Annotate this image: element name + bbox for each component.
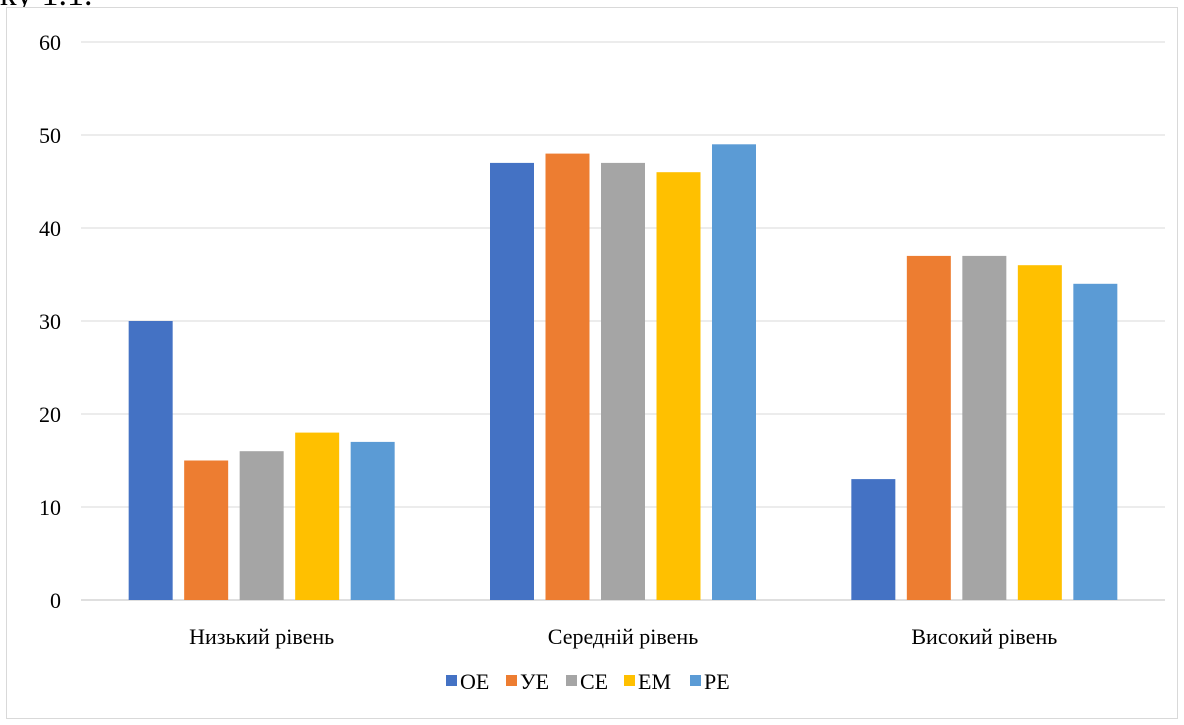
bar-СЕ [239,451,284,600]
y-tick-label: 10 [39,495,61,520]
bars [128,144,1118,601]
y-tick-label: 40 [39,216,61,241]
legend-swatch [506,675,517,686]
bar-РЕ [350,441,395,600]
legend: ОЕ УЕ СЕ ЕМ РЕ [446,669,730,694]
legend-swatch [690,675,701,686]
bar-ОЕ [490,162,534,600]
y-tick-label: 0 [50,588,61,613]
chart-frame: 0 10 20 30 40 50 60 Низький рівень Середній рів… [6,7,1178,719]
y-tick-label: 20 [39,402,61,427]
bar-СЕ [601,162,645,600]
category-label: Середній рівень [548,624,698,649]
x-axis-category-labels: Низький рівень Середній рівень Високий рів… [189,624,1057,649]
legend-label: ЕМ [638,669,671,694]
legend-swatch [446,675,457,686]
category-label: Високий рівень [911,624,1057,649]
bar-ОЕ [851,479,896,600]
bar-РЕ [712,144,756,601]
legend-label: РЕ [704,669,730,694]
category-label: Низький рівень [189,624,334,649]
legend-swatch [624,675,635,686]
legend-label: УЕ [520,669,549,694]
bar-УЕ [906,255,951,600]
y-tick-label: 50 [39,123,61,148]
bar-РЕ [1073,283,1118,600]
bar-ЕМ [1017,265,1062,600]
y-tick-label: 60 [39,30,61,55]
bar-chart: 0 10 20 30 40 50 60 Низький рівень Середній рів… [39,30,1165,694]
bar-ОЕ [128,321,173,600]
y-axis-tick-labels: 0 10 20 30 40 50 60 [39,30,61,613]
legend-label: СЕ [580,669,608,694]
bar-СЕ [962,255,1007,600]
bar-ЕМ [295,432,340,600]
bar-ЕМ [656,172,701,600]
bar-УЕ [184,460,229,600]
y-tick-label: 30 [39,309,61,334]
legend-label: ОЕ [460,669,489,694]
bar-УЕ [545,153,590,600]
legend-swatch [566,675,577,686]
